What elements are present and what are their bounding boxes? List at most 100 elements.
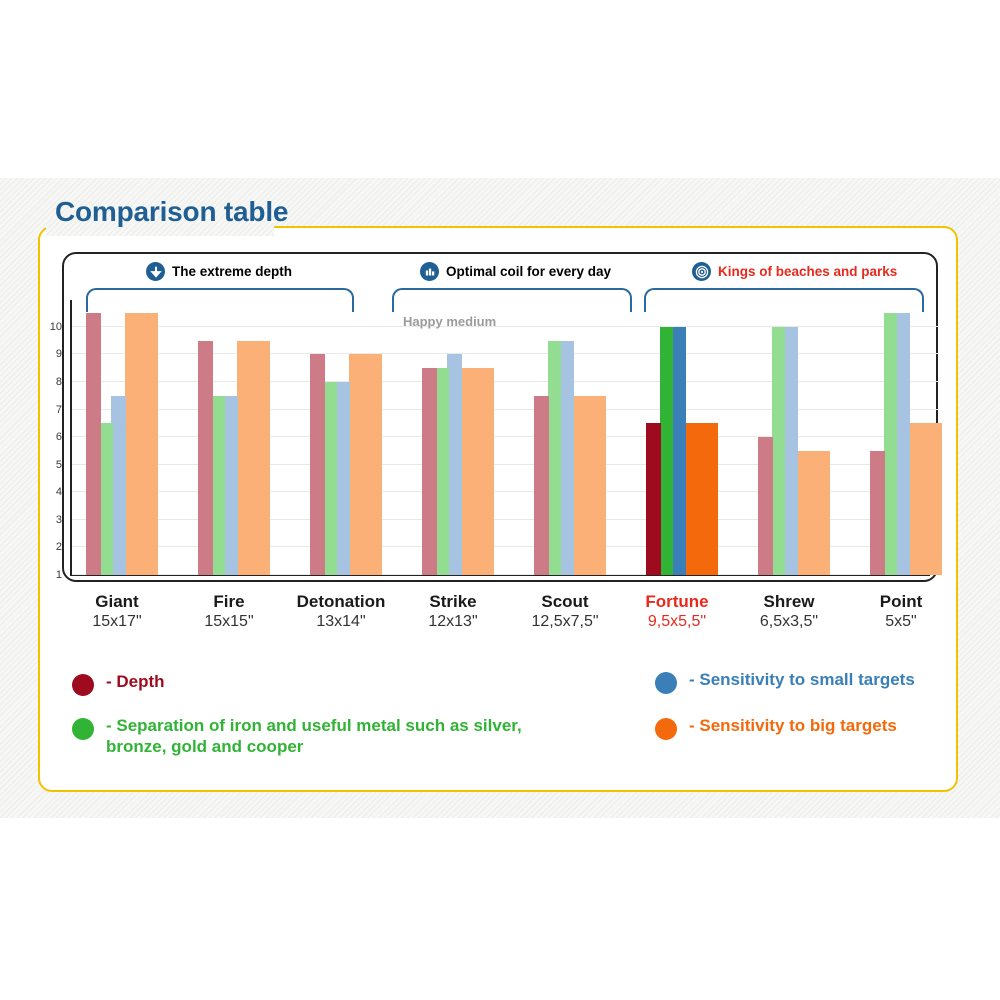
legend-swatch-depth [72,674,94,696]
bar-group [534,313,606,575]
y-tick-label: 8 [55,375,62,388]
bar-chart-icon [420,262,439,281]
bar-small [895,313,910,575]
chart-frame [62,252,938,582]
bar-depth [758,437,773,575]
category-name: Fire [213,592,245,611]
bar-group [870,313,942,575]
y-tick-label: 5 [55,458,62,471]
category-size: 6,5x3,5" [759,613,819,631]
bar-small [671,326,686,575]
bar-group [86,313,158,575]
bar-depth [198,340,213,575]
gridline [72,325,938,327]
bar-separation [324,381,337,575]
legend-swatch-small-targets [655,672,677,694]
y-tick-label: 3 [55,513,62,526]
bar-small [223,395,238,575]
section-label: Optimal coil for every day [446,263,612,279]
gridline [72,408,938,410]
gridline [72,546,938,548]
bar-depth [534,395,549,575]
bar-separation [548,340,561,575]
y-tick-label: 10 [49,320,62,333]
bar-big [573,395,606,575]
x-axis-line [70,574,930,576]
bar-separation [212,395,225,575]
bar-big [237,340,270,575]
bracket-optimal-coil [392,288,632,312]
title-notch [46,218,274,236]
bar-small [447,354,462,575]
gridline [72,491,938,493]
bar-separation [100,423,113,575]
category-size: 15x17" [92,613,142,631]
bar-small [335,381,350,575]
category-size: 9,5x5,5" [647,613,707,631]
bar-separation [772,326,785,575]
bar-depth [870,450,885,575]
gridline [72,518,938,520]
bar-depth [422,368,437,575]
legend-swatch-separation [72,718,94,740]
bar-separation [884,313,897,575]
category-name: Fortune [645,592,709,611]
legend-item-big-targets: - Sensitivity to big targets [655,716,897,740]
section-label: Kings of beaches and parks [718,263,898,279]
category-size: 12,5x7,5" [531,613,599,631]
gridline [72,353,938,355]
gridline [72,463,938,465]
bar-group [310,313,382,575]
x-axis-label-scout: Scout 12,5x7,5" [490,591,640,633]
gridline [72,436,938,438]
category-size: 13x14" [316,613,366,631]
gridline [72,574,938,575]
y-tick-label: 6 [55,431,62,444]
section-header-optimal-coil: Optimal coil for every day [420,262,611,281]
category-name: Strike [429,592,477,611]
bar-depth [86,313,101,575]
legend-label: - Sensitivity to big targets [689,716,897,735]
category-name: Point [879,592,923,611]
bar-big [685,423,718,575]
target-icon [692,262,711,281]
category-name: Scout [541,592,589,611]
bar-small [783,326,798,575]
bar-big [349,354,382,575]
legend-label: - Sensitivity to small targets [689,670,915,689]
bar-big [461,368,494,575]
bar-group [646,313,718,575]
down-arrow-icon [146,262,165,281]
bar-big [125,313,158,575]
y-tick-label: 1 [55,569,62,581]
x-axis-label-giant: Giant 15x17" [42,591,192,633]
category-name: Shrew [763,592,815,611]
page-title: Comparison table [55,196,289,227]
bar-separation [660,326,673,575]
legend-label: - Depth [106,672,165,691]
bar-small [559,340,574,575]
y-axis-line [70,300,72,575]
y-tick-label: 4 [55,486,62,499]
bar-group [198,313,270,575]
y-tick-label: 7 [55,403,62,416]
bar-big [909,423,942,575]
plot-area [72,313,942,575]
section-header-extreme-depth: The extreme depth [146,262,292,281]
x-axis-label-shrew: Shrew 6,5x3,5" [714,591,864,633]
section-header-kings-of-beaches: Kings of beaches and parks [692,262,897,281]
x-axis-label-detonation: Detonation 13x14" [266,591,416,633]
x-axis-label-fire: Fire 15x15" [154,591,304,633]
happy-medium-annotation: Happy medium [403,314,497,329]
bar-small [111,395,126,575]
category-size: 15x15" [204,613,254,631]
category-size: 12x13" [428,613,478,631]
bar-separation [436,368,449,575]
y-tick-label: 2 [55,541,62,554]
bar-depth [310,354,325,575]
gridline [72,380,938,382]
bar-depth [646,423,661,575]
legend-item-depth: - Depth [72,672,165,696]
bar-group [758,313,830,575]
